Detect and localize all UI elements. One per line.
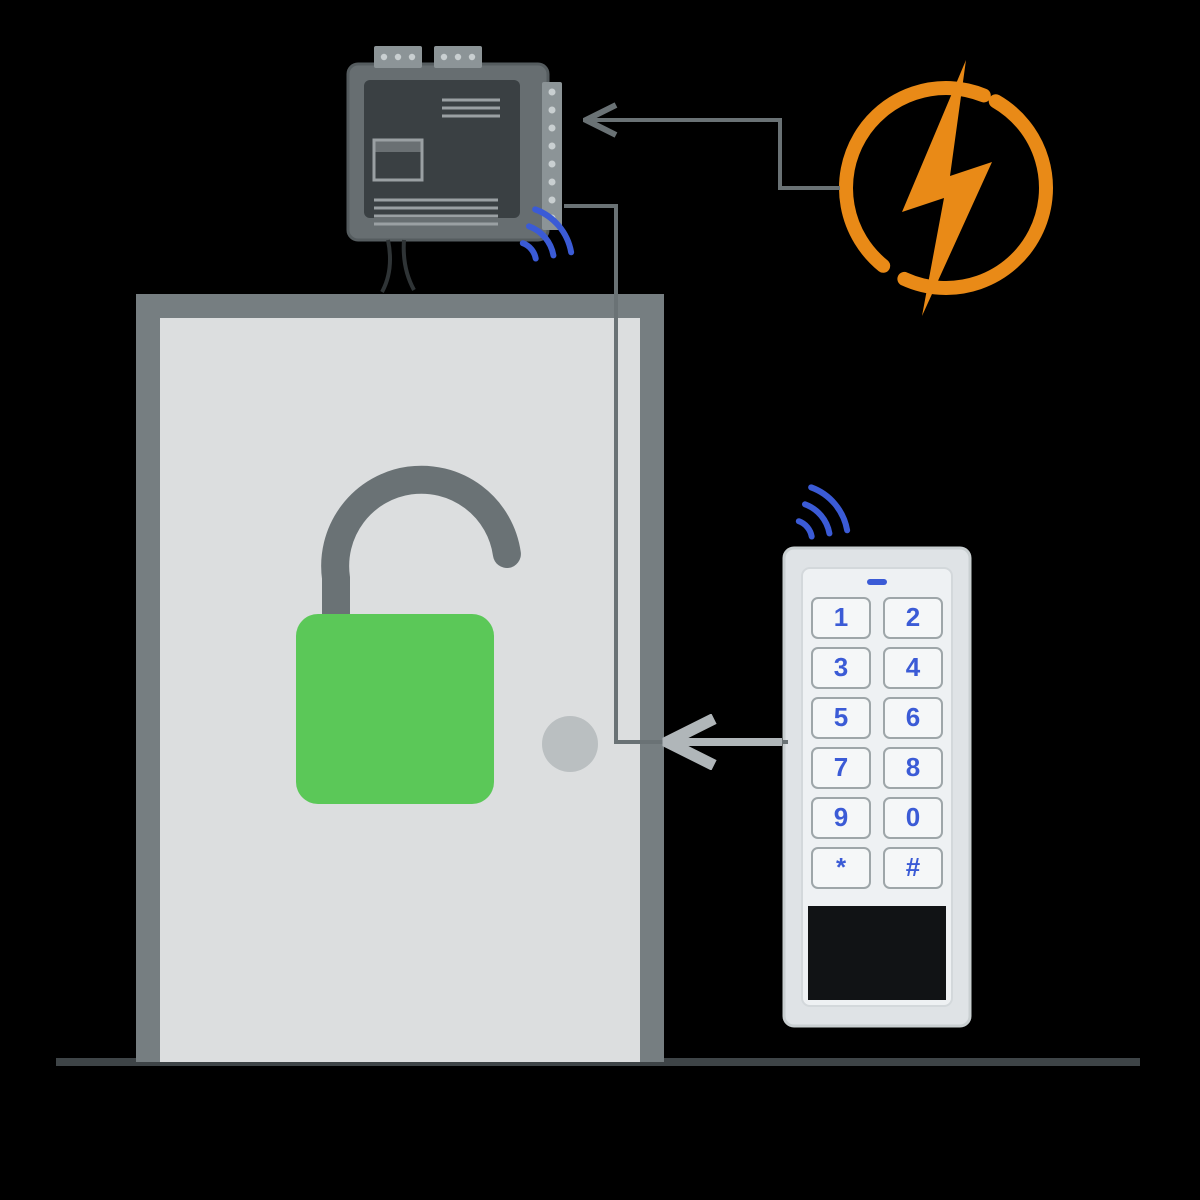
- keypad-key[interactable]: #: [884, 848, 942, 888]
- keypad-key-label: 7: [834, 752, 848, 782]
- keypad-key[interactable]: 1: [812, 598, 870, 638]
- keypad-key-label: #: [906, 852, 921, 882]
- keypad-key-label: 6: [906, 702, 920, 732]
- keypad-key-label: *: [836, 852, 847, 882]
- keypad-key[interactable]: 6: [884, 698, 942, 738]
- keypad-key-label: 1: [834, 602, 848, 632]
- door-knob: [542, 716, 598, 772]
- keypad-key[interactable]: 4: [884, 648, 942, 688]
- keypad-led: [867, 579, 887, 585]
- keypad-key[interactable]: 3: [812, 648, 870, 688]
- keypad-key[interactable]: *: [812, 848, 870, 888]
- padlock-body: [296, 614, 494, 804]
- keypad-key[interactable]: 2: [884, 598, 942, 638]
- keypad: 1 2 3 4 5 6 7 8 9 0 * #: [784, 548, 970, 1026]
- keypad-key-label: 5: [834, 702, 848, 732]
- keypad-key-label: 9: [834, 802, 848, 832]
- keypad-key[interactable]: 5: [812, 698, 870, 738]
- keypad-key-label: 3: [834, 652, 848, 682]
- keypad-key-label: 8: [906, 752, 920, 782]
- keypad-key-label: 2: [906, 602, 920, 632]
- keypad-key[interactable]: 7: [812, 748, 870, 788]
- keypad-key-label: 4: [906, 652, 921, 682]
- keypad-reader: [808, 906, 946, 1000]
- keypad-key-label: 0: [906, 802, 920, 832]
- keypad-key[interactable]: 9: [812, 798, 870, 838]
- keypad-key[interactable]: 0: [884, 798, 942, 838]
- keypad-key[interactable]: 8: [884, 748, 942, 788]
